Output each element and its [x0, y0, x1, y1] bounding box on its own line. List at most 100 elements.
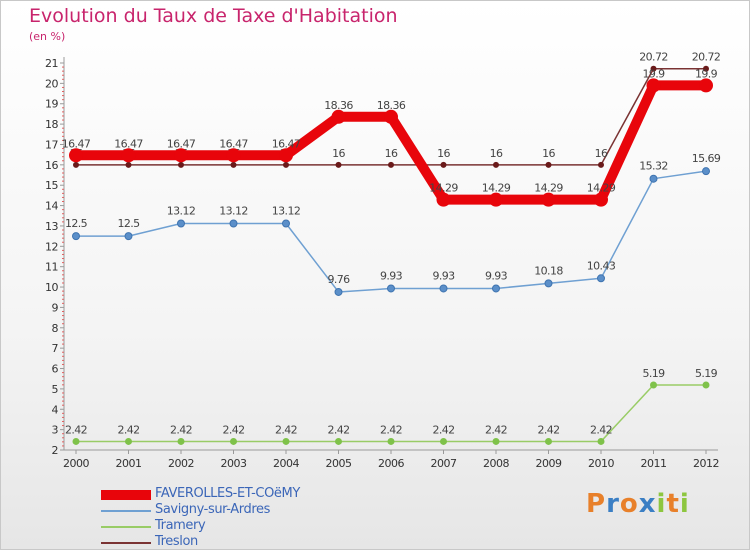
- data-label: 14.29: [429, 182, 458, 195]
- data-label: 2.42: [222, 423, 244, 436]
- y-tick-label: 11: [45, 261, 58, 274]
- data-label: 15.69: [692, 152, 721, 165]
- data-label: 19.9: [642, 67, 665, 80]
- data-label: 2.42: [170, 423, 192, 436]
- data-point: [334, 287, 343, 296]
- chart-axes: 2 3 4 5 6 7 8 9 10 11 12 13 14 15 16 17 18 19 20 21 2000 2001…: [45, 57, 720, 470]
- y-tick-label: 10: [45, 281, 58, 294]
- data-label: 9.76: [327, 273, 350, 286]
- data-label: 2.42: [65, 423, 87, 436]
- data-label: 14.29: [587, 182, 616, 195]
- data-point: [545, 437, 552, 445]
- data-label: 19.9: [695, 67, 718, 80]
- data-label: 16: [595, 147, 608, 160]
- data-point: [388, 161, 394, 168]
- y-tick-label: 5: [52, 383, 59, 396]
- data-point: [492, 437, 500, 445]
- y-tick-label: 2: [52, 444, 59, 457]
- data-label: 18.36: [377, 99, 406, 112]
- series-1: 12.5 12.5 13.12 13.12 13.12 9.76 9.93 9.93 9.93 1…: [65, 152, 721, 296]
- data-point: [440, 161, 447, 168]
- legend-swatch: [101, 510, 151, 512]
- data-label: 18.36: [324, 99, 353, 112]
- y-tick-label: 13: [45, 220, 58, 233]
- data-label: 9.93: [380, 269, 403, 282]
- data-label: 16.47: [272, 137, 301, 150]
- data-point: [69, 148, 83, 163]
- legend-label: Treslon: [155, 534, 198, 549]
- data-point: [73, 161, 79, 168]
- data-label: 12.5: [117, 217, 140, 230]
- logo-letter: r: [606, 489, 620, 519]
- y-tick-label: 14: [45, 200, 58, 213]
- data-point: [335, 437, 342, 445]
- y-tick-label: 7: [52, 342, 59, 355]
- data-label: 14.29: [534, 182, 563, 195]
- data-label: 12.5: [65, 217, 88, 230]
- data-point: [597, 274, 605, 283]
- x-tick-label: 2006: [378, 457, 404, 470]
- data-label: 16: [542, 147, 555, 160]
- y-tick-label: 17: [45, 138, 58, 151]
- data-point: [226, 148, 241, 163]
- x-tick-label: 2003: [221, 457, 247, 470]
- data-point: [646, 78, 661, 93]
- data-label: 2.42: [537, 423, 559, 436]
- logo-letter: x: [638, 489, 657, 519]
- data-label: 9.93: [485, 269, 508, 282]
- series-2: 2.42 2.42 2.42 2.42 2.42 2.42 2.42 2.42 2.42 2.42…: [65, 367, 718, 445]
- data-point: [178, 161, 184, 168]
- y-tick-label: 18: [45, 118, 58, 131]
- x-tick-label: 2010: [588, 457, 614, 470]
- logo-letter: t: [666, 489, 680, 519]
- data-label: 5.19: [695, 367, 718, 380]
- chart-title: Evolution du Taux de Taxe d'Habitation: [29, 5, 398, 27]
- y-tick-label: 8: [52, 322, 59, 335]
- legend-label: FAVEROLLES-ET-COëMY: [155, 486, 300, 501]
- y-tick-label: 16: [45, 159, 58, 172]
- x-tick-label: 2012: [693, 457, 719, 470]
- x-tick-label: 2000: [63, 457, 89, 470]
- data-label: 2.42: [485, 423, 507, 436]
- legend-swatch: [101, 490, 151, 500]
- x-tick-label: 2011: [641, 457, 667, 470]
- y-tick-label: 21: [45, 57, 58, 70]
- data-label: 20.72: [692, 51, 721, 64]
- series-layer: 161616161616161616161620.7220.722.422.42…: [62, 51, 721, 445]
- data-point: [230, 161, 237, 168]
- data-point: [174, 148, 188, 163]
- data-point: [279, 148, 293, 163]
- series-0: 16.47 16.47 16.47 16.47 16.47 18.36 18.36 14.29…: [62, 67, 718, 207]
- data-point: [72, 232, 80, 241]
- data-label: 16: [437, 147, 450, 160]
- x-tick-label: 2008: [483, 457, 509, 470]
- data-point: [489, 192, 503, 207]
- data-point: [384, 109, 398, 124]
- data-label: 2.42: [327, 423, 349, 436]
- logo-letter: i: [679, 489, 690, 519]
- data-point: [598, 161, 604, 168]
- logo-letter: P: [586, 489, 607, 519]
- y-tick-label: 4: [52, 403, 59, 416]
- data-label: 10.43: [587, 259, 616, 272]
- data-label: 20.72: [639, 51, 668, 64]
- data-point: [493, 161, 499, 168]
- data-point: [331, 109, 346, 124]
- data-point: [387, 437, 395, 445]
- data-label: 2.42: [275, 423, 297, 436]
- data-label: 16: [385, 147, 398, 160]
- data-point: [699, 78, 713, 93]
- data-label: 16: [332, 147, 345, 160]
- y-tick-label: 15: [45, 179, 58, 192]
- data-point: [72, 437, 80, 445]
- data-point: [649, 174, 658, 183]
- data-point: [125, 437, 132, 445]
- data-point: [282, 219, 290, 228]
- chart-subtitle: (en %): [29, 30, 66, 43]
- logo-letter: o: [619, 489, 639, 519]
- y-tick-label: 12: [45, 240, 58, 253]
- x-tick-label: 2009: [536, 457, 562, 470]
- proxiti-logo: Proxiti: [586, 489, 690, 519]
